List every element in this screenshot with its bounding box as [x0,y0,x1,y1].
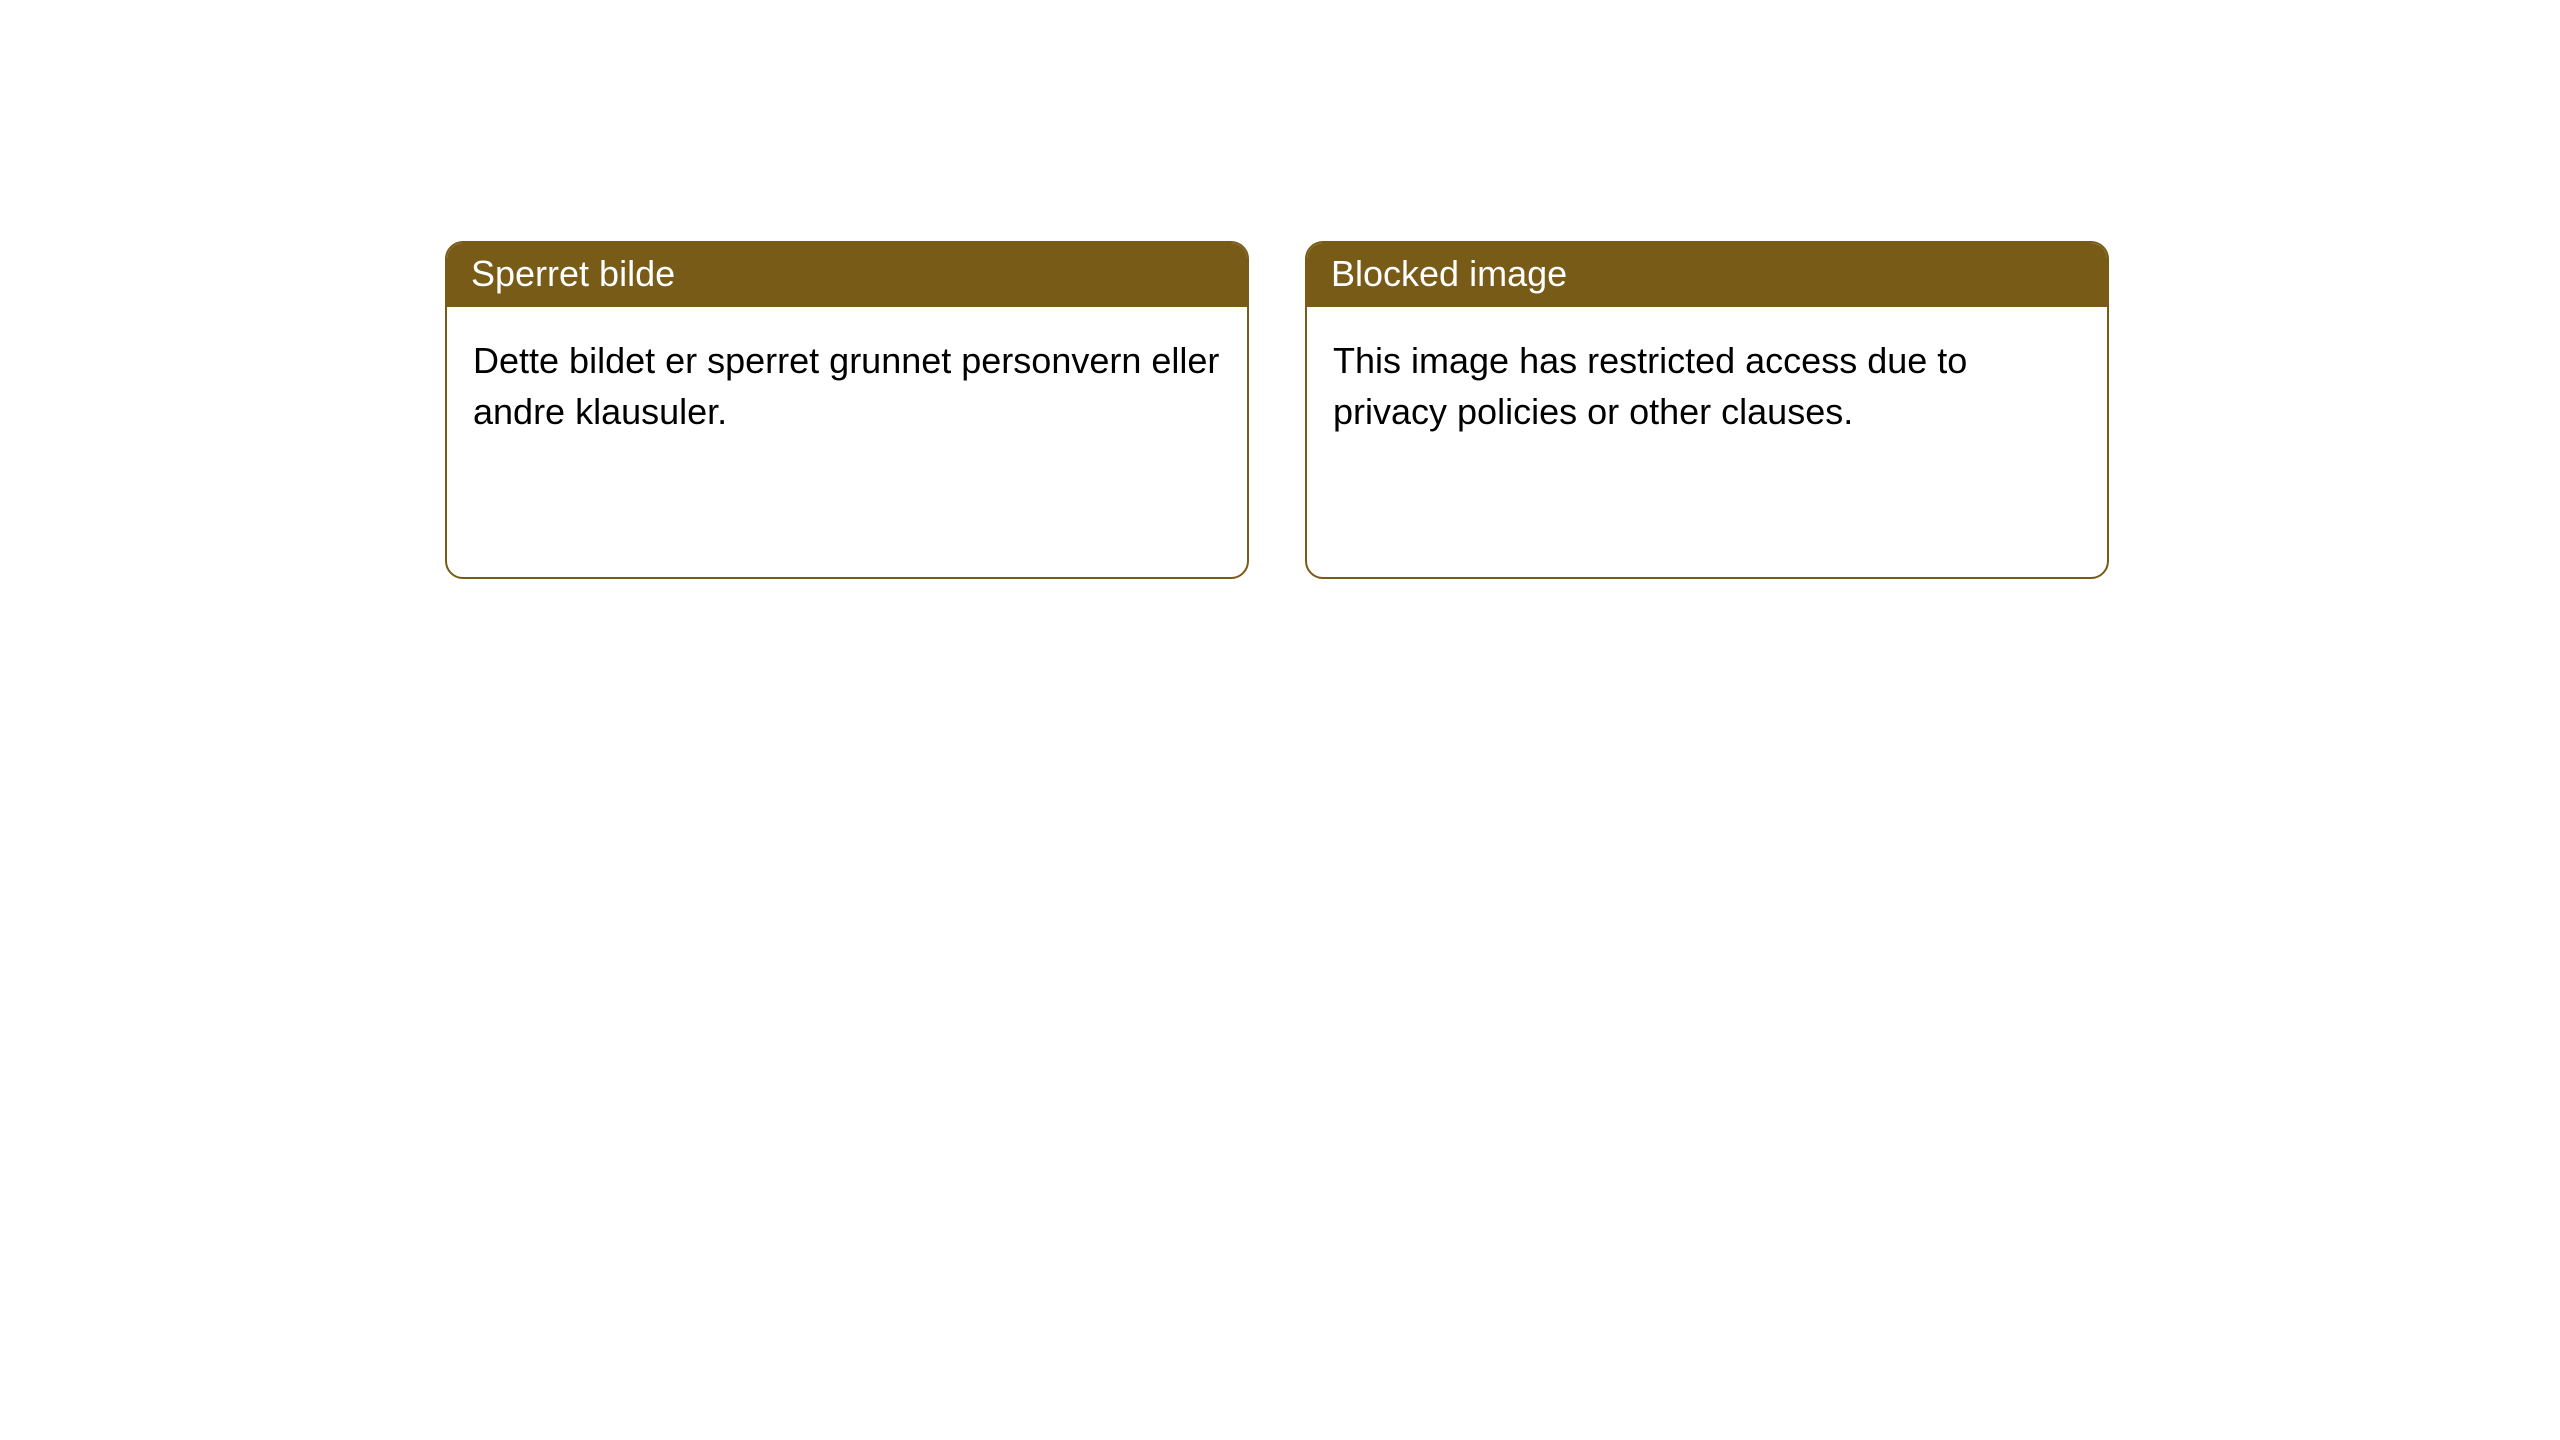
notice-card-title: Sperret bilde [447,243,1247,307]
notice-card-title: Blocked image [1307,243,2107,307]
notice-card-english: Blocked image This image has restricted … [1305,241,2109,579]
notice-card-norwegian: Sperret bilde Dette bildet er sperret gr… [445,241,1249,579]
notice-card-body: Dette bildet er sperret grunnet personve… [447,307,1247,577]
notice-card-body: This image has restricted access due to … [1307,307,2107,577]
notice-container: Sperret bilde Dette bildet er sperret gr… [0,0,2560,579]
